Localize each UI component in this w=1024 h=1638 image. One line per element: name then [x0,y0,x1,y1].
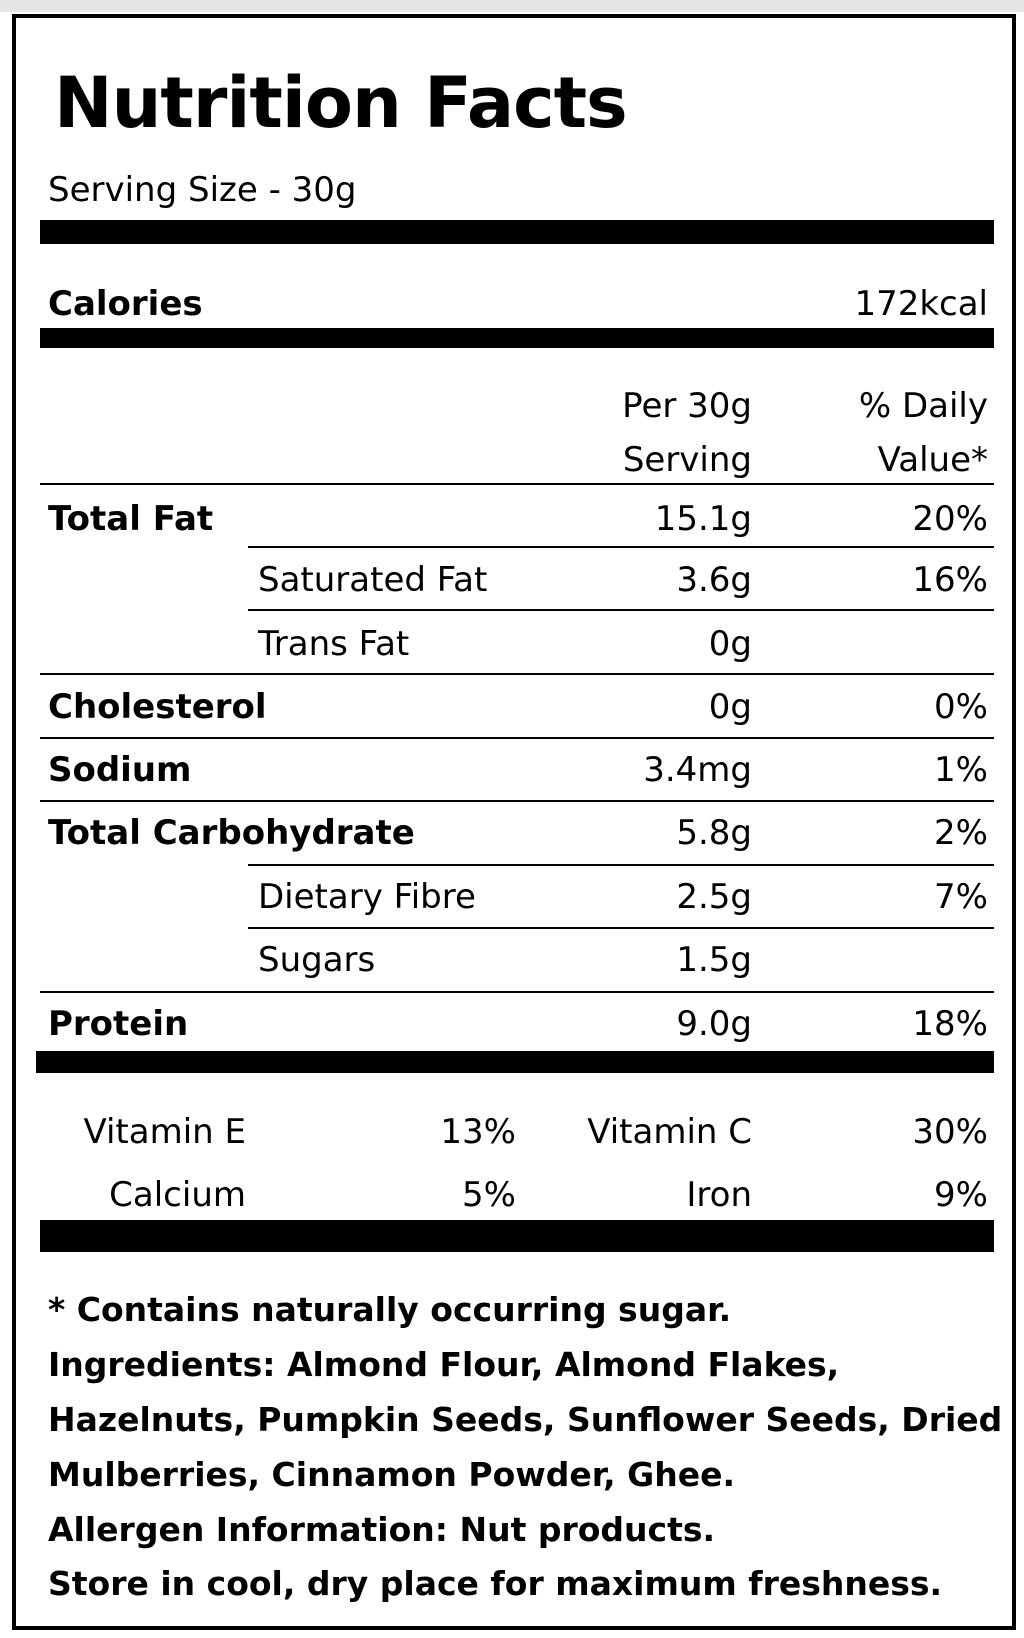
nutrient-amount: 3.6g [676,560,752,600]
column-header-dv: % Daily [858,386,988,426]
row-divider [248,609,994,611]
vitamin-name: Vitamin E [83,1112,246,1152]
nutrient-name: Total Fat [48,499,214,539]
vitamin-value: 30% [912,1112,988,1152]
row-divider [40,673,994,675]
vitamin-value: 9% [934,1175,988,1215]
page-title: Nutrition Facts [54,62,628,144]
nutrient-amount: 9.0g [676,1004,752,1044]
nutrient-dv: 1% [934,750,988,790]
vitamin-name: Iron [686,1175,752,1215]
nutrient-name: Dietary Fibre [258,877,476,917]
allergen-info: Allergen Information: Nut products. [48,1510,716,1549]
row-divider [40,800,994,802]
nutrient-dv: 16% [912,560,988,600]
nutrient-amount: 0g [708,624,752,664]
nutrient-name: Protein [48,1004,189,1044]
vitamin-name: Vitamin C [587,1112,752,1152]
nutrient-name: Saturated Fat [258,560,488,600]
nutrient-dv: 7% [934,877,988,917]
row-divider [40,737,994,739]
row-divider [248,864,994,866]
thick-divider [40,328,994,348]
nutrient-dv: 20% [912,499,988,539]
nutrient-name: Trans Fat [258,624,410,664]
nutrient-dv: 18% [912,1004,988,1044]
nutrient-amount: 2.5g [676,877,752,917]
vitamin-value: 13% [440,1112,516,1152]
storage-info: Store in cool, dry place for maximum fre… [48,1564,943,1603]
row-divider [248,927,994,929]
nutrient-name: Sugars [258,940,376,980]
nutrient-amount: 5.8g [676,813,752,853]
serving-size: Serving Size - 30g [48,170,357,210]
row-divider [248,546,994,548]
ingredients-line: Hazelnuts, Pumpkin Seeds, Sunflower Seed… [48,1400,1003,1439]
top-strip [0,0,1024,12]
row-divider [40,991,994,993]
ingredients-line: Ingredients: Almond Flour, Almond Flakes… [48,1345,840,1384]
nutrient-dv: 2% [934,813,988,853]
nutrient-amount: 0g [708,687,752,727]
nutrient-amount: 1.5g [676,940,752,980]
nutrient-name: Sodium [48,750,192,790]
calories-label: Calories [48,284,203,324]
row-divider [40,483,994,485]
calories-value: 172kcal [854,284,988,324]
column-header-per: Per 30g [622,386,752,426]
nutrient-amount: 3.4mg [643,750,752,790]
ingredients-line: Mulberries, Cinnamon Powder, Ghee. [48,1455,736,1494]
nutrient-name: Cholesterol [48,687,267,727]
column-header-per: Serving [622,440,752,480]
nutrient-amount: 15.1g [654,499,752,539]
thick-divider [40,1220,994,1252]
column-header-dv: Value* [877,440,988,480]
thick-divider [36,1051,994,1073]
label-frame [12,14,1016,1630]
footnote-sugar: * Contains naturally occurring sugar. [48,1290,732,1329]
vitamin-name: Calcium [109,1175,246,1215]
nutrient-dv: 0% [934,687,988,727]
nutrient-name: Total Carbohydrate [48,813,415,853]
vitamin-value: 5% [462,1175,516,1215]
thick-divider [40,220,994,244]
